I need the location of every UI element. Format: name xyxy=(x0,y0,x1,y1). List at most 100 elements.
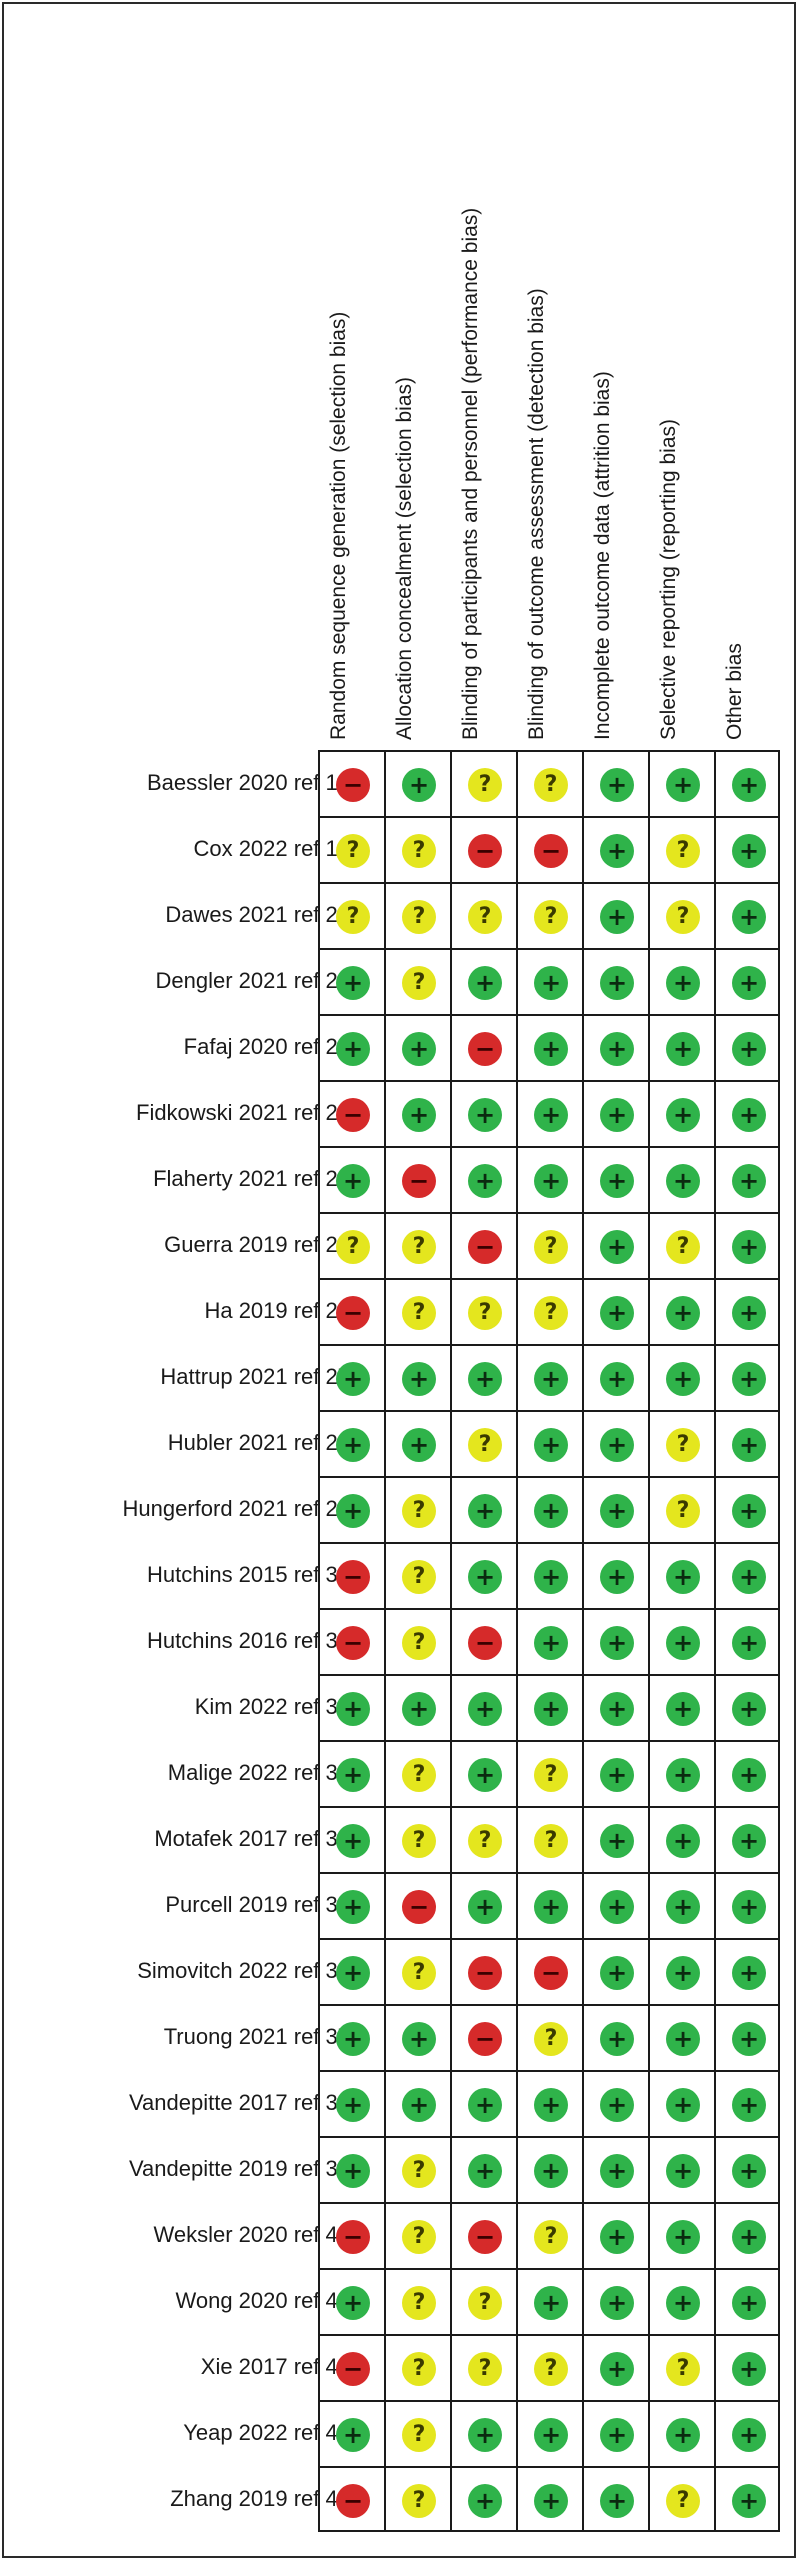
low-risk-icon: + xyxy=(666,2286,700,2320)
unclear-risk-icon: ? xyxy=(336,900,370,934)
low-risk-icon: + xyxy=(732,1296,766,1330)
rating-cell: + xyxy=(582,1608,648,1674)
column-header: Blinding of participants and personnel (… xyxy=(450,0,516,750)
low-risk-icon: + xyxy=(402,1692,436,1726)
rating-cell: + xyxy=(450,2400,516,2466)
low-risk-icon: + xyxy=(336,1164,370,1198)
unclear-risk-icon: ? xyxy=(336,834,370,868)
low-risk-icon: + xyxy=(732,2352,766,2386)
rating-cell: + xyxy=(582,1344,648,1410)
unclear-risk-icon: ? xyxy=(666,2352,700,2386)
rating-cell: + xyxy=(318,2400,384,2466)
table-row: Xie 2017 ref 42−??? +? + xyxy=(0,2334,800,2400)
high-risk-icon: − xyxy=(468,1956,502,1990)
table-row: Weksler 2020 ref 40−? −? + + + xyxy=(0,2202,800,2268)
rating-cell: + xyxy=(582,1872,648,1938)
rating-cell: + xyxy=(714,1938,780,2004)
unclear-risk-icon: ? xyxy=(402,1956,436,1990)
table-row: Hattrup 2021 ref 27 + + + + + + + xyxy=(0,1344,800,1410)
rating-cell: + xyxy=(582,2202,648,2268)
rating-cell: + xyxy=(648,1674,714,1740)
low-risk-icon: + xyxy=(666,1032,700,1066)
low-risk-icon: + xyxy=(468,1098,502,1132)
rating-cell: + xyxy=(648,750,714,816)
rating-cell: + xyxy=(516,1476,582,1542)
low-risk-icon: + xyxy=(732,1164,766,1198)
rating-cell: + xyxy=(516,1146,582,1212)
low-risk-icon: + xyxy=(732,2022,766,2056)
low-risk-icon: + xyxy=(600,2022,634,2056)
low-risk-icon: + xyxy=(600,1032,634,1066)
rating-cell: + xyxy=(384,2070,450,2136)
rating-cell: ? xyxy=(648,2466,714,2532)
rating-cell: ? xyxy=(516,750,582,816)
low-risk-icon: + xyxy=(600,1230,634,1264)
rating-cell: + xyxy=(582,1542,648,1608)
low-risk-icon: + xyxy=(600,768,634,802)
low-risk-icon: + xyxy=(732,2286,766,2320)
low-risk-icon: + xyxy=(666,2154,700,2188)
rating-cell: + xyxy=(582,1674,648,1740)
unclear-risk-icon: ? xyxy=(666,1494,700,1528)
low-risk-icon: + xyxy=(600,2154,634,2188)
rating-cell: + xyxy=(582,1080,648,1146)
low-risk-icon: + xyxy=(534,2418,568,2452)
rating-cell: + xyxy=(516,1608,582,1674)
unclear-risk-icon: ? xyxy=(468,900,502,934)
rating-cell: ? xyxy=(384,1278,450,1344)
rating-cell: + xyxy=(582,2070,648,2136)
low-risk-icon: + xyxy=(666,1164,700,1198)
unclear-risk-icon: ? xyxy=(402,2352,436,2386)
low-risk-icon: + xyxy=(600,2286,634,2320)
rating-cell: + xyxy=(714,1674,780,1740)
rating-cell: + xyxy=(318,1014,384,1080)
high-risk-icon: − xyxy=(336,1560,370,1594)
low-risk-icon: + xyxy=(402,1098,436,1132)
rating-cell: + xyxy=(318,1344,384,1410)
low-risk-icon: + xyxy=(732,2418,766,2452)
rating-cell: + xyxy=(450,1740,516,1806)
low-risk-icon: + xyxy=(336,1956,370,1990)
rating-cell: ? xyxy=(384,2202,450,2268)
rating-cell: + xyxy=(582,948,648,1014)
study-label: Zhang 2019 ref 44 xyxy=(170,2486,350,2511)
rating-cell: + xyxy=(714,1014,780,1080)
rating-cell: ? xyxy=(384,1608,450,1674)
rating-cell: + xyxy=(714,1212,780,1278)
table-row: Ha 2019 ref 26−??? + + + xyxy=(0,1278,800,1344)
low-risk-icon: + xyxy=(534,966,568,1000)
rating-cell: + xyxy=(318,1872,384,1938)
unclear-risk-icon: ? xyxy=(666,1428,700,1462)
rating-cell: ? xyxy=(384,1740,450,1806)
low-risk-icon: + xyxy=(732,2088,766,2122)
low-risk-icon: + xyxy=(666,1362,700,1396)
rating-cell: + xyxy=(714,1476,780,1542)
unclear-risk-icon: ? xyxy=(534,2220,568,2254)
rating-cell: ? xyxy=(450,750,516,816)
low-risk-icon: + xyxy=(402,1362,436,1396)
unclear-risk-icon: ? xyxy=(534,900,568,934)
low-risk-icon: + xyxy=(666,2220,700,2254)
low-risk-icon: + xyxy=(336,1758,370,1792)
low-risk-icon: + xyxy=(534,1560,568,1594)
rating-cell: ? xyxy=(384,948,450,1014)
low-risk-icon: + xyxy=(336,2088,370,2122)
rating-cell: ? xyxy=(648,2334,714,2400)
unclear-risk-icon: ? xyxy=(402,966,436,1000)
rating-cell: + xyxy=(648,1806,714,1872)
low-risk-icon: + xyxy=(534,1494,568,1528)
low-risk-icon: + xyxy=(732,1494,766,1528)
rating-cell: + xyxy=(450,1344,516,1410)
high-risk-icon: − xyxy=(336,1296,370,1330)
unclear-risk-icon: ? xyxy=(534,1758,568,1792)
table-row: Hutchins 2015 ref 30−? + + + + + xyxy=(0,1542,800,1608)
low-risk-icon: + xyxy=(336,1692,370,1726)
rating-cell: + xyxy=(714,882,780,948)
rating-cell: + xyxy=(318,2136,384,2202)
rating-cell: + xyxy=(714,1410,780,1476)
rating-cell: + xyxy=(648,1344,714,1410)
rating-cell: + xyxy=(384,1410,450,1476)
rating-cell: ? xyxy=(384,2136,450,2202)
rating-cell: + xyxy=(648,1608,714,1674)
rating-cell: ? xyxy=(648,1476,714,1542)
